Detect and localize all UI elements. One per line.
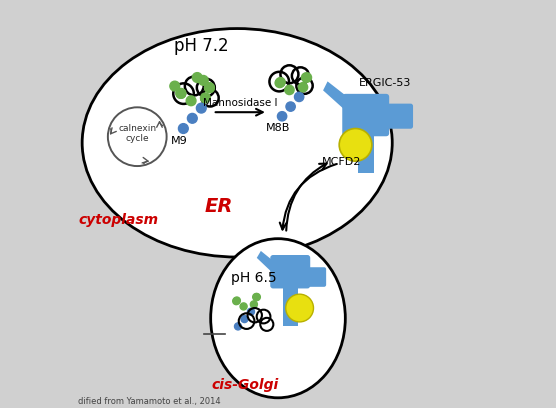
Text: dified from Yamamoto et al., 2014: dified from Yamamoto et al., 2014 [78, 397, 221, 406]
FancyBboxPatch shape [302, 267, 326, 287]
Bar [196, 228, 482, 408]
Text: cytoplasm: cytoplasm [78, 213, 158, 227]
Circle shape [240, 303, 247, 310]
FancyBboxPatch shape [342, 94, 389, 136]
Circle shape [250, 301, 257, 308]
Circle shape [277, 112, 287, 121]
Circle shape [170, 81, 180, 91]
Bar [358, 111, 374, 173]
Circle shape [285, 85, 294, 95]
Text: calnexin
cycle: calnexin cycle [118, 124, 156, 143]
FancyBboxPatch shape [270, 255, 310, 288]
Circle shape [176, 89, 186, 98]
Text: ERGIC-53: ERGIC-53 [359, 78, 411, 88]
Circle shape [339, 129, 372, 161]
Circle shape [205, 83, 215, 93]
Circle shape [205, 83, 215, 93]
Circle shape [176, 89, 186, 98]
Circle shape [192, 73, 202, 82]
Text: ER: ER [205, 197, 233, 216]
Text: MCFD2: MCFD2 [321, 157, 361, 167]
Circle shape [276, 78, 285, 87]
Text: Mannosidase I: Mannosidase I [203, 98, 277, 108]
Circle shape [187, 113, 197, 123]
Circle shape [234, 297, 240, 304]
Circle shape [295, 92, 304, 102]
Circle shape [241, 315, 248, 323]
Circle shape [201, 93, 210, 103]
Bar [283, 277, 297, 326]
Circle shape [235, 323, 241, 330]
Circle shape [196, 103, 206, 113]
Circle shape [178, 124, 188, 133]
Text: M8B: M8B [266, 122, 290, 133]
Polygon shape [323, 81, 353, 111]
Circle shape [198, 75, 208, 85]
Text: cis-Golgi: cis-Golgi [212, 378, 279, 392]
Circle shape [286, 102, 295, 111]
FancyBboxPatch shape [381, 104, 413, 129]
Polygon shape [257, 251, 280, 273]
Text: pH 7.2: pH 7.2 [174, 37, 229, 55]
Circle shape [247, 308, 255, 315]
Circle shape [302, 73, 311, 82]
Circle shape [286, 294, 314, 322]
Circle shape [275, 78, 285, 88]
Circle shape [254, 293, 260, 301]
Circle shape [301, 73, 311, 82]
Ellipse shape [211, 239, 345, 398]
Text: pH 6.5: pH 6.5 [231, 271, 277, 284]
Circle shape [186, 96, 196, 106]
Circle shape [253, 293, 260, 301]
Ellipse shape [82, 29, 392, 257]
Circle shape [233, 297, 240, 305]
Circle shape [299, 82, 307, 92]
Bar [141, 0, 482, 237]
Text: M9: M9 [171, 135, 187, 146]
